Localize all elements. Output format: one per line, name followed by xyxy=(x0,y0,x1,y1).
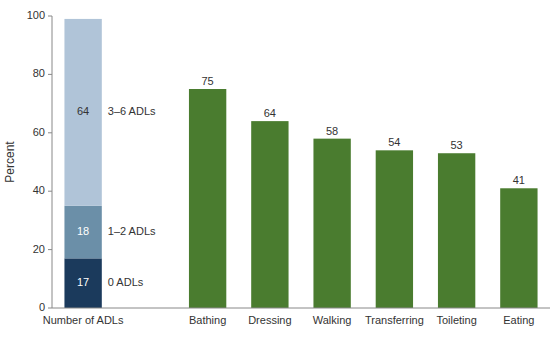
chart: 0 20 40 60 80 100 17 0 ADLs 18 1–2 ADLs 64 3–6 ADLs… xyxy=(0,0,560,344)
bar xyxy=(313,139,350,308)
y-tick xyxy=(48,191,52,192)
segment-annotation: 3–6 ADLs xyxy=(108,105,156,117)
x-tick-label: Dressing xyxy=(248,314,291,326)
bar xyxy=(189,89,226,308)
y-tick-label: 40 xyxy=(33,184,45,196)
bar xyxy=(438,153,475,308)
y-tick-label: 80 xyxy=(33,67,45,79)
segment-annotation: 1–2 ADLs xyxy=(108,225,156,237)
y-tick xyxy=(48,74,52,75)
x-axis xyxy=(52,308,550,309)
bar xyxy=(500,188,537,308)
x-tick-label: Walking xyxy=(313,314,352,326)
x-tick-label: Bathing xyxy=(189,314,226,326)
data-label: 58 xyxy=(326,125,338,137)
data-label: 75 xyxy=(202,75,214,87)
data-label: 18 xyxy=(77,225,89,237)
y-tick-label: 60 xyxy=(33,126,45,138)
y-tick xyxy=(48,132,52,133)
y-axis-label: Percent xyxy=(3,141,17,183)
bar xyxy=(376,150,413,308)
data-label: 54 xyxy=(388,136,400,148)
y-tick xyxy=(48,249,52,250)
data-label: 64 xyxy=(77,105,89,117)
bar xyxy=(251,121,288,308)
y-tick-label: 0 xyxy=(39,301,45,313)
data-label: 53 xyxy=(451,139,463,151)
bar xyxy=(64,19,101,206)
bar xyxy=(64,206,101,259)
x-tick-label: Number of ADLs xyxy=(43,314,124,326)
x-tick-label: Transferring xyxy=(365,314,424,326)
x-tick-label: Eating xyxy=(503,314,534,326)
y-tick xyxy=(48,16,52,17)
bars xyxy=(64,19,537,308)
data-label: 17 xyxy=(77,276,89,288)
y-axis xyxy=(52,16,53,308)
y-tick-label: 100 xyxy=(27,9,45,21)
x-tick-label: Toileting xyxy=(436,314,476,326)
labels: 17 0 ADLs 18 1–2 ADLs 64 3–6 ADLs 75 64 58 54 53 41 xyxy=(77,75,525,288)
segment-annotation: 0 ADLs xyxy=(108,276,144,288)
data-label: 64 xyxy=(264,107,276,119)
y-tick-label: 20 xyxy=(33,243,45,255)
bar xyxy=(64,258,101,308)
data-label: 41 xyxy=(513,174,525,186)
y-tick xyxy=(48,308,52,309)
